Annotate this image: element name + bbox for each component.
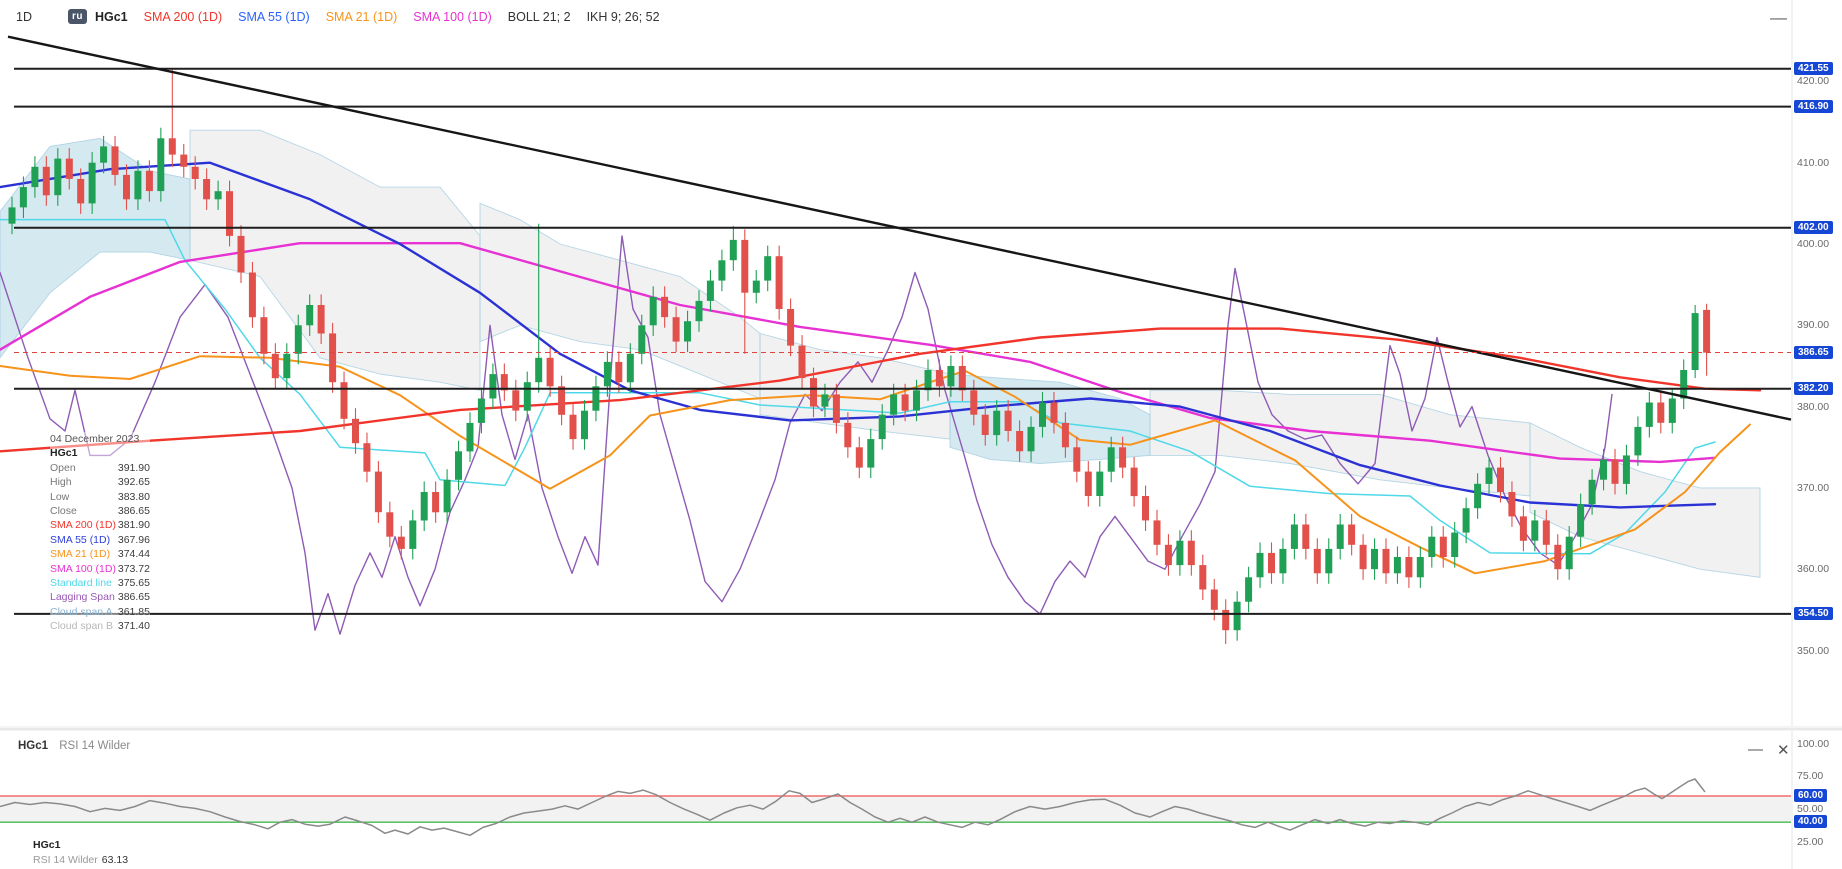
rsi-axis-label: 100.00 [1797,738,1830,750]
tooltip-date: 04 December 2023 [50,433,140,445]
rsi-footer-label: RSI 14 Wilder [33,854,98,866]
price-axis-label: 370.00 [1797,482,1830,494]
legend-item-3[interactable]: SMA 100 (1D) [413,9,492,24]
legend-item-1[interactable]: SMA 55 (1D) [238,9,310,24]
trendline [7,35,1792,421]
price-axis-badge: 354.50 [1794,607,1833,620]
exchange-badge: ru [67,9,87,24]
price-axis-label: 390.00 [1797,319,1830,331]
legend-item-5[interactable]: IKH 9; 26; 52 [586,9,660,24]
ohlc-tooltip: 04 December 2023 HGc1 Open 391.90 High 392.… [50,432,150,634]
price-axis-label: 360.00 [1797,563,1830,575]
tooltip-rows: Open 391.90 High 392.65 Low 383.80 Close 386.65… [50,461,150,634]
timeframe-button[interactable]: 1D [16,9,32,24]
tooltip-symbol: HGc1 [50,447,78,460]
tooltip-row: Standard line 375.65 [50,577,150,590]
sma55-line [0,161,1717,509]
rsi-indicator-label[interactable]: RSI 14 Wilder [59,740,131,752]
tooltip-row: SMA 21 (1D) 374.44 [50,548,150,561]
tooltip-row: Open 391.90 [50,461,150,474]
rsi-footer-symbol: HGc1 [33,839,61,851]
price-axis-label: 400.00 [1797,238,1830,250]
price-axis-label: 420.00 [1797,75,1830,87]
rsi-axis-badge: 40.00 [1794,815,1828,828]
price-axis-badge: 386.65 [1794,346,1833,359]
price-axis-label: 410.00 [1797,157,1830,169]
price-levels[interactable] [7,35,1792,615]
sma21-line [0,355,1751,575]
minimize-chart-button[interactable]: — [1770,8,1787,27]
indicator-legend: SMA 200 (1D) SMA 55 (1D) SMA 21 (1D) SMA 10… [128,10,660,24]
tooltip-row: Close 386.65 [50,505,150,518]
symbol-label[interactable]: HGc1 [94,9,128,24]
rsi-symbol-label: HGc1 [18,740,49,752]
rsi-line [0,778,1706,837]
rsi-footer: HGc1 RSI 14 Wilder 63.13 [33,838,128,868]
price-axis-badge: 382.20 [1794,382,1833,395]
price-axis-badge: 421.55 [1794,62,1833,75]
tooltip-row: Lagging Span 386.65 [50,591,150,604]
rsi-plot [0,778,1791,837]
legend-item-2[interactable]: SMA 21 (1D) [325,9,398,24]
tooltip-row: SMA 100 (1D) 373.72 [50,562,150,575]
sma100-line [0,242,1717,464]
tooltip-row: Cloud span B 371.40 [50,620,150,633]
tooltip-row: High 392.65 [50,476,150,489]
price-axis-badge: 416.90 [1794,100,1833,113]
minimize-rsi-button[interactable]: — [1748,741,1763,758]
rsi-axis-label: 75.00 [1797,770,1824,782]
tooltip-row: Low 383.80 [50,490,150,503]
tooltip-row: Cloud span A 361.85 [50,605,150,618]
rsi-axis-badge: 60.00 [1794,789,1828,802]
close-rsi-button[interactable]: ✕ [1777,742,1790,759]
price-axis-label: 350.00 [1797,645,1830,657]
tooltip-row: SMA 55 (1D) 367.96 [50,533,150,546]
rsi-panel-buttons: — ✕ [1748,741,1790,759]
legend-item-4[interactable]: BOLL 21; 2 [507,9,571,24]
chart-toolbar: 1D ru HGc1 SMA 200 (1D) SMA 55 (1D) SMA 21… [16,9,660,24]
rsi-footer-value: 63.13 [101,854,129,866]
rsi-panel-header: HGc1 RSI 14 Wilder [18,740,130,752]
candles [8,68,1711,644]
price-axis-label: 380.00 [1797,401,1830,413]
rsi-axis-label: 50.00 [1797,803,1824,815]
tooltip-row: SMA 200 (1D) 381.90 [50,519,150,532]
rsi-axis-label: 25.00 [1797,836,1824,848]
legend-item-0[interactable]: SMA 200 (1D) [143,9,223,24]
price-axis-badge: 402.00 [1794,221,1833,234]
